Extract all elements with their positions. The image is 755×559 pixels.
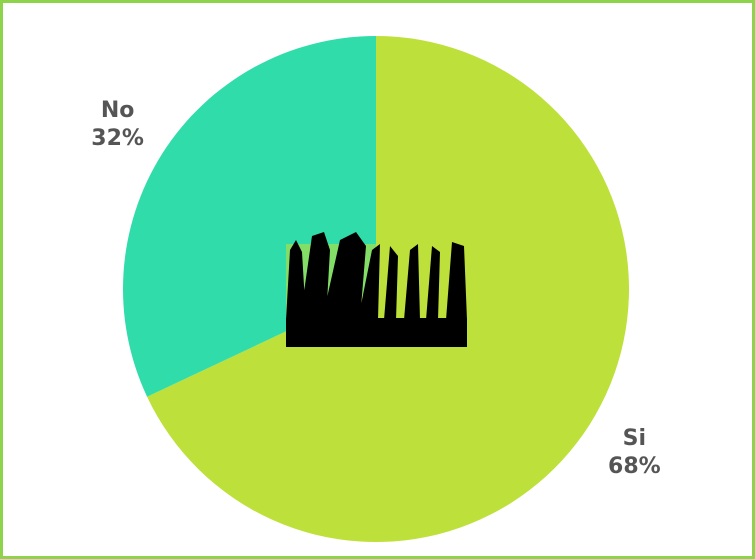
slice-label: No (101, 98, 135, 123)
center-image (286, 232, 467, 347)
slice-value-label: 32% (91, 126, 144, 151)
slice-label: Si (623, 426, 646, 451)
slice-value-label: 68% (608, 454, 661, 479)
